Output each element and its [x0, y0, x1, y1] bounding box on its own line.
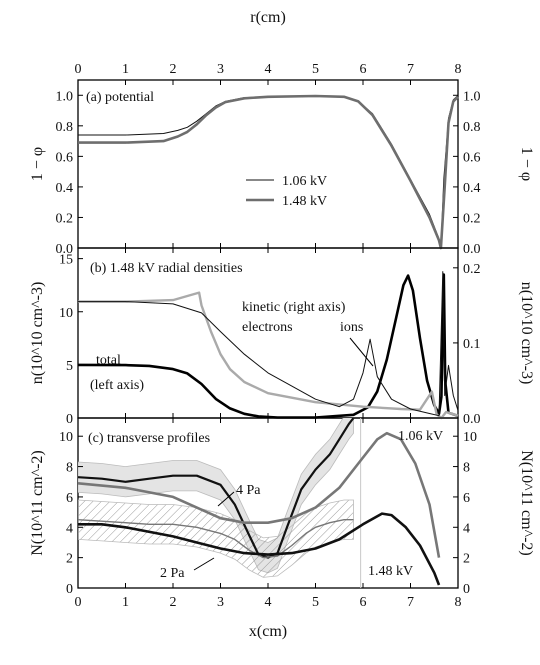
annotation-4pa: 4 Pa: [236, 483, 261, 498]
x-tick-label-top: 1: [122, 62, 129, 77]
series-line-ions: [78, 271, 459, 417]
panel-b-y-right-tick-label: 0.0: [463, 412, 481, 427]
panel-c-y-left-tick-label: 6: [66, 491, 73, 506]
x-tick-label-top: 7: [407, 62, 414, 77]
annotation-1-48kv: 1.48 kV: [368, 564, 413, 579]
legend-label-1-06kv: 1.06 kV: [282, 174, 327, 189]
x-tick-label-top: 2: [170, 62, 177, 77]
panel-c-y-left-tick-label: 10: [59, 430, 73, 445]
top-axis-label: r(cm): [250, 9, 286, 26]
annotation-1-06kv: 1.06 kV: [398, 429, 443, 444]
band-2pa: [78, 499, 354, 578]
panel-c-y-right-tick-label: 8: [463, 461, 470, 476]
x-tick-label: 2: [170, 595, 177, 610]
series-line-total: [77, 273, 459, 419]
x-tick-label: 1: [122, 595, 129, 610]
panel-c-ylabel-left: N(10^11 cm^-2): [29, 450, 46, 556]
annotation-left-axis: (left axis): [90, 378, 144, 393]
panel-b-y-left-tick-label: 5: [66, 359, 73, 374]
panel-c-title: (c) transverse profiles: [88, 431, 210, 446]
annotation-electrons: electrons: [242, 320, 293, 335]
annotation-total: total: [96, 353, 121, 368]
panel-b: (b) 1.48 kV radial densities n(10^10 cm^…: [29, 247, 535, 427]
x-tick-label: 5: [312, 595, 319, 610]
series-line-1-06-kv-model: [78, 431, 441, 558]
panel-a-y-right-tick-label: 0.2: [463, 211, 481, 226]
panel-b-ylabel-left: n(10^10 cm^-3): [29, 282, 46, 385]
annotation-ions: ions: [340, 320, 363, 335]
panel-c-y-right-tick-label: 0: [463, 582, 470, 597]
x-tick-label: 4: [265, 595, 272, 610]
panel-b-ylabel-right: n(10^10 cm^-3): [518, 282, 535, 385]
panel-c-y-left-tick-label: 8: [66, 461, 73, 476]
panel-b-y-left-tick-label: 15: [59, 253, 73, 268]
x-tick-label-top: 4: [265, 62, 272, 77]
panel-a-y-right-tick-label: 1.0: [463, 89, 481, 104]
panel-a-y-right-tick-label: 0.0: [463, 242, 481, 257]
x-tick-label-top: 8: [455, 62, 462, 77]
panel-b-title: (b) 1.48 kV radial densities: [90, 261, 243, 276]
annotation-2pa: 2 Pa: [160, 566, 185, 581]
panel-a: (a) potential 1 − φ 1 − φ 0 1 2 3 4 5 6 7 8 0.0 0.…: [29, 62, 535, 257]
panel-b-y-left-tick-label: 0: [66, 412, 73, 427]
panel-a-ylabel-left: 1 − φ: [29, 147, 46, 181]
series-line-1-48-kv-model: [78, 512, 441, 586]
x-tick-label: 0: [75, 595, 82, 610]
x-tick-label: 3: [217, 595, 224, 610]
panel-c-y-right-tick-label: 2: [463, 552, 470, 567]
panel-a-y-right-tick-label: 0.6: [463, 150, 481, 165]
legend-label-1-48kv: 1.48 kV: [282, 194, 327, 209]
panel-c-ylabel-right: N(10^11 cm^-2): [518, 450, 535, 556]
panel-c-y-right-tick-label: 10: [463, 430, 477, 445]
annotation-kinetic: kinetic (right axis): [242, 300, 346, 315]
series-line-electrons: [78, 291, 459, 420]
panel-c-y-left-tick-label: 4: [66, 521, 73, 536]
series-line-1-48-kv: [78, 94, 459, 250]
ions-pointer: [349, 337, 374, 367]
panel-c-xlabel: x(cm): [249, 623, 287, 640]
x-tick-label: 7: [407, 595, 414, 610]
panel-a-y-left-tick-label: 0.8: [56, 120, 74, 135]
panel-a-ylabel-right: 1 − φ: [518, 147, 535, 181]
panel-b-y-right-tick-label: 0.1: [463, 337, 481, 352]
x-tick-label-top: 3: [217, 62, 224, 77]
panel-c-y-right-tick-label: 6: [463, 491, 470, 506]
panel-c-y-left-tick-label: 0: [66, 582, 73, 597]
panel-a-y-left-tick-label: 0.4: [56, 181, 74, 196]
panel-c-y-right-tick-label: 4: [463, 521, 470, 536]
panel-a-legend: 1.06 kV 1.48 kV: [246, 174, 327, 209]
panel-a-title: (a) potential: [86, 90, 154, 105]
panel-c-y-left-tick-label: 2: [66, 552, 73, 567]
panel-a-y-right-tick-label: 0.4: [463, 181, 481, 196]
x-tick-label-top: 6: [360, 62, 367, 77]
x-tick-label: 8: [455, 595, 462, 610]
panel-c: (c) transverse profiles N(10^11 cm^-2) N…: [29, 417, 535, 640]
panel-a-y-left-tick-label: 0.6: [56, 150, 74, 165]
annotation-2pa-pointer: [193, 557, 215, 571]
panel-a-y-left-tick-label: 1.0: [56, 89, 74, 104]
panel-a-y-left-tick-label: 0.2: [56, 211, 74, 226]
panel-b-y-right-tick-label: 0.2: [463, 262, 481, 277]
panel-b-y-left-tick-label: 10: [59, 306, 73, 321]
panel-a-y-left-tick-label: 0.0: [56, 242, 74, 257]
series-line-2-pa-experiment: [78, 519, 354, 559]
x-tick-label-top: 0: [75, 62, 82, 77]
series-line-1-06-kv: [78, 94, 459, 249]
x-tick-label: 6: [360, 595, 367, 610]
panel-a-y-right-tick-label: 0.8: [463, 120, 481, 135]
x-tick-label-top: 5: [312, 62, 319, 77]
annotation-4pa-pointer: [217, 491, 235, 507]
